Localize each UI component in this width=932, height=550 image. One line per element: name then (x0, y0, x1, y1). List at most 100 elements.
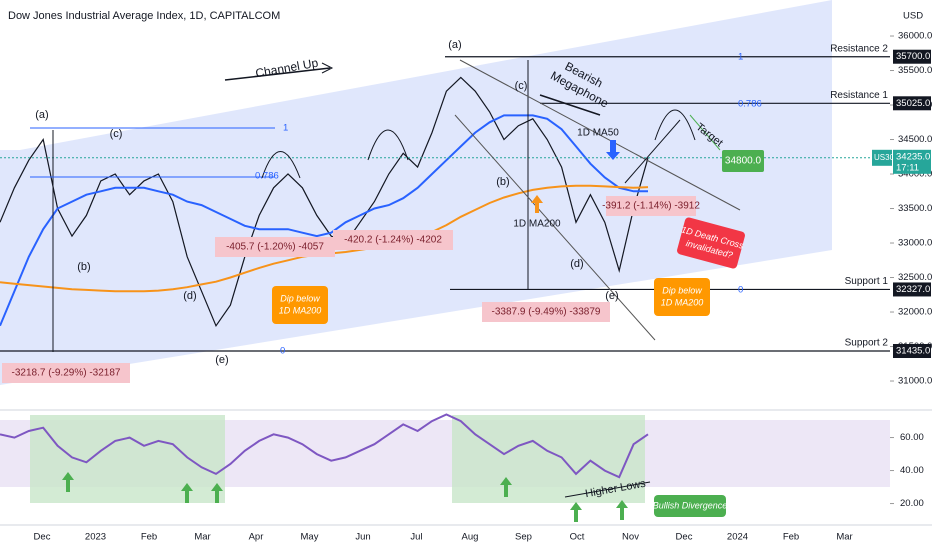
y-tick-label: 33000.0 (898, 238, 932, 249)
measurement: -420.2 (-1.24%) -4202 (344, 235, 442, 246)
x-tick-label: Feb (783, 532, 799, 543)
price-box (893, 96, 931, 111)
x-tick-label: Mar (836, 532, 852, 543)
wave-label: (e) (215, 354, 228, 366)
fib-label: 0.786 (255, 171, 279, 182)
level-name: Resistance 1 (830, 90, 888, 101)
megaphone-line (459, 59, 741, 211)
wave-label: (c) (515, 80, 528, 92)
measurement: -3218.7 (-9.29%) -32187 (12, 368, 121, 379)
chart-title: Dow Jones Industrial Average Index, 1D, … (8, 10, 280, 22)
x-tick-label: Nov (622, 532, 639, 543)
price-box (893, 282, 931, 297)
arch (367, 129, 409, 161)
measure-box (333, 230, 453, 250)
arrow-up (616, 500, 628, 520)
x-tick-label: 2024 (727, 532, 748, 543)
measure-box (482, 302, 610, 322)
arrows (62, 472, 628, 522)
wave-label: (a) (448, 39, 461, 51)
label-box (677, 217, 745, 269)
price-label: 35700.0 (896, 51, 930, 62)
x-tick-label: Dec (676, 532, 693, 543)
price-box (893, 149, 931, 174)
y-tick-label: 31000.0 (898, 376, 932, 387)
arrow-up (570, 502, 582, 522)
arrow-up (500, 477, 512, 497)
arrow (689, 114, 721, 151)
fib-label: 0 (738, 285, 743, 296)
wave-label: (c) (110, 128, 123, 140)
projection (624, 119, 681, 184)
arch (654, 109, 696, 141)
measure-box (2, 363, 130, 383)
y-tick-label: 32500.0 (898, 272, 932, 283)
measurement: -391.2 (-1.14%) -3912 (602, 201, 700, 212)
x-tick-label: Oct (570, 532, 585, 543)
arrow-up (211, 483, 223, 503)
label-box (654, 278, 710, 316)
price-label: 32327.0 (896, 284, 930, 295)
x-tick-label: Feb (141, 532, 157, 543)
y-tick-label: 36000.0 (898, 31, 932, 42)
x-tick-label: May (301, 532, 319, 543)
x-tick-label: Dec (34, 532, 51, 543)
y-tick-label: 60.00 (900, 432, 924, 443)
annotation: 1D MA200 (513, 219, 561, 230)
y-tick-label: 34500.0 (898, 134, 932, 145)
annotation: 1D MA200 (279, 305, 322, 315)
series-line (0, 413, 649, 479)
fib-label: 1 (738, 52, 743, 63)
level-name: Resistance 2 (830, 43, 888, 54)
y-tick-label: 33500.0 (898, 203, 932, 214)
fib-label: 1 (283, 123, 288, 134)
annotation: 1D MA50 (577, 128, 619, 139)
wave-label: (a) (35, 109, 48, 121)
arrow-up (531, 195, 543, 213)
arrow (321, 62, 334, 74)
measure-box (606, 196, 696, 216)
price-box (893, 49, 931, 64)
arrow (539, 94, 601, 116)
megaphone-line (454, 114, 656, 341)
x-tick-label: Apr (249, 532, 264, 543)
wave-label: (d) (570, 258, 583, 270)
price-label: 35025.0 (896, 98, 930, 109)
y-tick-label: 35500.0 (898, 65, 932, 76)
measure-box (215, 237, 335, 257)
y-tick-label: 34000.0 (898, 169, 932, 180)
measurement: -405.7 (-1.20%) -4057 (226, 242, 324, 253)
fib-label: 0 (280, 346, 285, 357)
divergence-line (564, 481, 651, 498)
time-label: 17:11 (896, 162, 919, 173)
channel (0, 0, 832, 385)
arrow (224, 67, 331, 81)
x-tick-label: Aug (462, 532, 479, 543)
wave-label: (b) (77, 261, 90, 273)
price-box (872, 149, 892, 166)
drawings (30, 59, 741, 498)
annotation: Dip below (662, 285, 702, 295)
annotation: Bullish Divergence (653, 500, 728, 510)
annotation: Dip below (280, 293, 320, 303)
x-tick-label: 2023 (85, 532, 106, 543)
price-label: 34235.0 (896, 151, 930, 162)
annotation: 1D MA200 (661, 297, 704, 307)
series-name: US30 (874, 153, 895, 162)
x-tick-label: Jun (355, 532, 370, 543)
measurement: -3387.9 (-9.49%) -33879 (492, 307, 601, 318)
wave-label: (e) (605, 290, 618, 302)
arrow-up (62, 472, 74, 492)
y-tick-label: 32000.0 (898, 307, 932, 318)
annotation: 34800.0 (725, 156, 762, 167)
arrow-down (606, 140, 620, 160)
wave-label: (b) (496, 176, 509, 188)
x-tick-label: Jul (410, 532, 422, 543)
y-tick-label: 40.00 (900, 465, 924, 476)
label-box (722, 150, 764, 172)
level-name: Support 1 (845, 276, 889, 287)
y-tick-label: 20.00 (900, 498, 924, 509)
label-box (272, 286, 328, 324)
price-label: 31435.0 (896, 346, 930, 357)
